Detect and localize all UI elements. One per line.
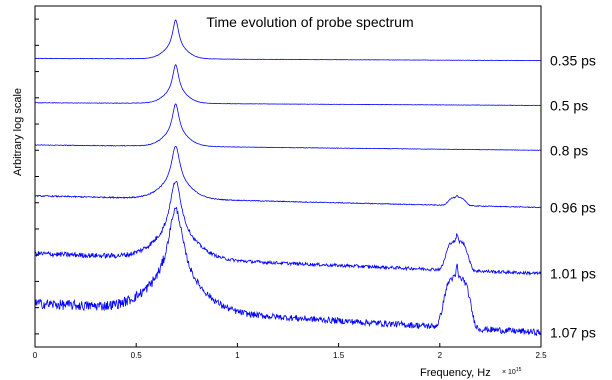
series-line <box>34 103 542 151</box>
x-axis-label: Frequency, Hz <box>420 367 491 379</box>
series-line <box>34 19 542 62</box>
series-label: 1.07 ps <box>550 325 596 341</box>
y-tick-layer <box>35 18 39 335</box>
series-label: 1.01 ps <box>550 266 596 282</box>
series-label: 0.5 ps <box>550 97 588 113</box>
series-line <box>34 206 542 337</box>
series-line <box>34 64 542 106</box>
x-axis-exponent: × 1015 <box>502 367 522 376</box>
x-tick-layer: 0 0.5 1 1.5 2 2.5 <box>33 343 547 360</box>
series-line <box>34 180 542 276</box>
x-tick-label: 2.5 <box>535 351 547 360</box>
series-label-layer: 0.35 ps 0.5 ps 0.8 ps 0.96 ps 1.01 ps 1.07 ps <box>550 53 596 341</box>
chart-title: Time evolution of probe spectrum <box>206 14 413 30</box>
x-tick-label: 1 <box>235 351 240 360</box>
x-tick-label: 2 <box>438 351 443 360</box>
x-axis-exponent-base: × 10 <box>502 369 516 376</box>
series-label: 0.35 ps <box>550 53 596 69</box>
y-axis-label: Arbitrary log scale <box>12 88 24 176</box>
x-tick-label: 0.5 <box>131 351 143 360</box>
x-tick-label: 0 <box>33 351 38 360</box>
x-axis-exponent-power: 15 <box>516 367 522 373</box>
x-tick-label: 1.5 <box>333 351 345 360</box>
series-label: 0.96 ps <box>550 199 596 215</box>
series-line <box>34 145 542 209</box>
series-layer <box>34 19 542 337</box>
series-label: 0.8 ps <box>550 142 588 158</box>
